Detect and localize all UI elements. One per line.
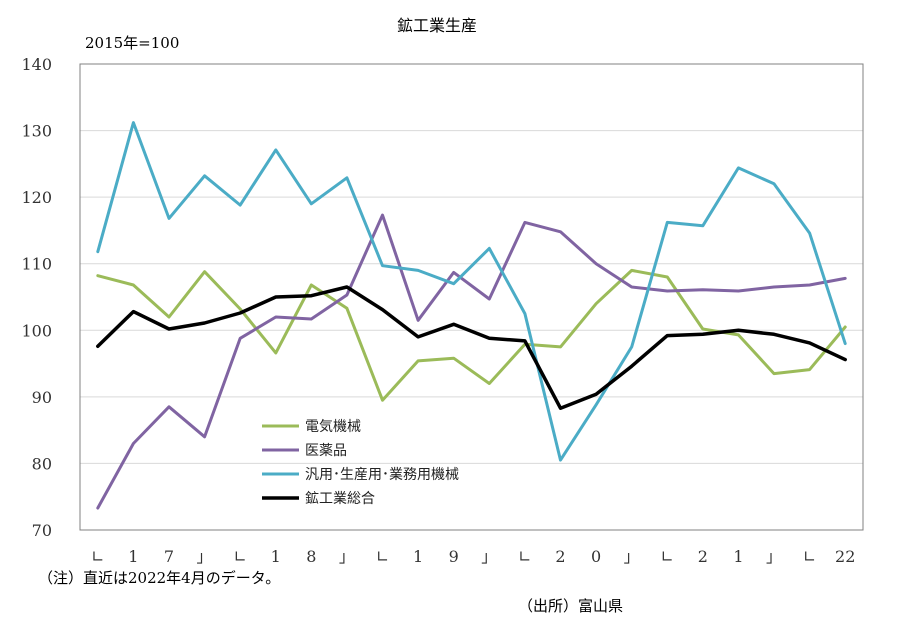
legend-label: 汎用･生産用･業務用機械 (305, 467, 459, 483)
x-tick-label: 」 (624, 547, 640, 566)
x-tick-label: 0 (591, 547, 601, 566)
source-note: （出所）富山県 (518, 597, 623, 615)
x-tick-label: 2 (698, 547, 708, 566)
x-tick-label: 7 (164, 547, 174, 566)
x-tick-label: 」 (766, 547, 782, 566)
x-tick-label: ∟ (233, 547, 246, 566)
footnote: （注）直近は2022年4月のデータ。 (38, 569, 280, 587)
series-line-2 (96, 121, 847, 462)
x-tick-label: 1 (271, 547, 281, 566)
x-tick-label: 22 (835, 547, 855, 566)
y-tick-label: 70 (32, 521, 52, 540)
x-tick-label: 1 (128, 547, 138, 566)
chart-title: 鉱工業生産 (397, 16, 477, 35)
legend-label: 鉱工業総合 (305, 490, 375, 507)
x-tick-label: ∟ (91, 547, 104, 566)
y-tick-label: 110 (21, 255, 52, 274)
x-tick-label: 」 (481, 547, 497, 566)
y-tick-label: 80 (32, 454, 52, 473)
x-tick-label: ∟ (376, 547, 389, 566)
series-line-1 (96, 213, 847, 510)
x-tick-label: 1 (733, 547, 743, 566)
x-tick-label: 8 (306, 547, 316, 566)
legend-label: 電気機械 (305, 419, 361, 435)
y-tick-label: 100 (21, 321, 52, 340)
y-tick-label: 90 (32, 388, 52, 407)
x-tick-label: 」 (197, 547, 213, 566)
x-tick-label: ∟ (803, 547, 816, 566)
x-tick-label: ∟ (661, 547, 674, 566)
x-tick-label: 1 (413, 547, 423, 566)
y-tick-label: 140 (21, 55, 52, 74)
x-tick-label: 」 (339, 547, 355, 566)
legend-label: 医薬品 (305, 443, 347, 459)
y-tick-label: 130 (21, 122, 52, 141)
unit-note: 2015年=100 (85, 34, 179, 52)
plot-frame (79, 63, 864, 531)
series-line-3 (96, 285, 847, 410)
x-tick-label: 9 (449, 547, 459, 566)
x-tick-label: 2 (555, 547, 565, 566)
x-tick-label: ∟ (518, 547, 531, 566)
y-tick-label: 120 (21, 188, 52, 207)
